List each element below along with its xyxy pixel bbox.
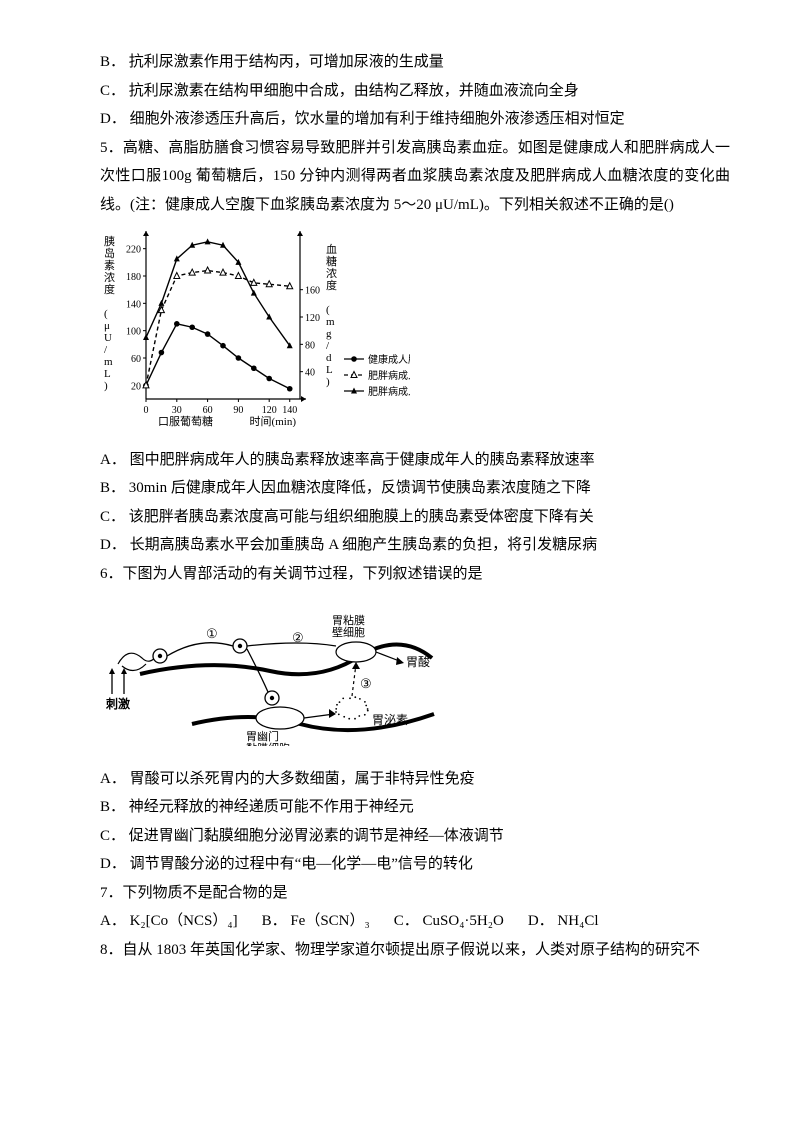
q5-opt-c: C． 该肥胖者胰岛素浓度高可能与组织细胞膜上的胰岛素受体密度下降有关 — [100, 503, 730, 532]
q7-choices: A． K₂[Co（NCS）₄] B． Fe（SCN）₃ C． CuSO₄·5H₂… — [100, 907, 730, 936]
svg-text:肥胖病成人血糖浓度: 肥胖病成人血糖浓度 — [368, 385, 410, 398]
q6-opt-d: D． 调节胃酸分泌的过程中有“电—化学—电”信号的转化 — [100, 850, 730, 879]
q6-opt-c: C． 促进胃幽门黏膜细胞分泌胃泌素的调节是神经—体液调节 — [100, 822, 730, 851]
svg-text:60: 60 — [131, 354, 141, 365]
svg-text:140: 140 — [126, 299, 141, 310]
svg-text:胃幽门: 胃幽门 — [246, 729, 279, 743]
q8-stem: 8．自从 1803 年英国化学家、物理学家道尔顿提出原子假说以来，人类对原子结构… — [100, 936, 730, 965]
svg-text:胃泌素: 胃泌素 — [372, 713, 408, 727]
q7-opt-b: B． Fe（SCN）₃ — [262, 907, 370, 936]
svg-text:刺激: 刺激 — [105, 696, 130, 711]
q5-chart: 20 60 100 140 180 220 40 80 120 160 0 30 60 90 120 140 胰… — [100, 227, 730, 438]
q5-opt-a: A． 图中肥胖病成年人的胰岛素释放速率高于健康成年人的胰岛素释放速率 — [100, 446, 730, 475]
svg-text:胃酸: 胃酸 — [406, 654, 430, 669]
svg-text:胰岛素浓度 (μU/mL): 胰岛素浓度 (μU/mL) — [104, 234, 115, 392]
svg-text:①: ① — [206, 626, 218, 641]
svg-text:血糖浓度 (mg/dL): 血糖浓度 (mg/dL) — [326, 242, 337, 388]
q6-opt-b: B． 神经元释放的神经递质可能不作用于神经元 — [100, 793, 730, 822]
svg-text:120: 120 — [262, 405, 277, 416]
svg-text:60: 60 — [203, 405, 213, 416]
svg-text:健康成人胰岛素浓度: 健康成人胰岛素浓度 — [368, 353, 410, 366]
svg-text:时间(min): 时间(min) — [250, 415, 297, 427]
svg-text:80: 80 — [305, 340, 315, 351]
svg-text:40: 40 — [305, 368, 315, 379]
svg-text:肥胖病成人胰岛素浓度: 肥胖病成人胰岛素浓度 — [368, 369, 410, 382]
q5-stem: 5．高糖、高脂肪膳食习惯容易导致肥胖并引发高胰岛素血症。如图是健康成人和肥胖病成… — [100, 134, 730, 220]
q7-stem: 7．下列物质不是配合物的是 — [100, 879, 730, 908]
svg-text:②: ② — [292, 630, 304, 645]
q5-opt-d: D． 长期高胰岛素水平会加重胰岛 A 细胞产生胰岛素的负担，将引发糖尿病 — [100, 531, 730, 560]
q7-opt-c: C． CuSO₄·5H₂O — [394, 907, 504, 936]
svg-text:180: 180 — [126, 272, 141, 283]
svg-text:0: 0 — [144, 405, 149, 416]
svg-text:120: 120 — [305, 313, 320, 324]
q4-opt-b: B． 抗利尿激素作用于结构丙，可增加尿液的生成量 — [100, 48, 730, 77]
svg-text:③: ③ — [360, 676, 372, 691]
q7-opt-d: D． NH₄Cl — [528, 907, 599, 936]
svg-text:口服葡萄糖: 口服葡萄糖 — [158, 414, 213, 427]
svg-text:90: 90 — [233, 405, 243, 416]
svg-text:160: 160 — [305, 286, 320, 297]
svg-text:100: 100 — [126, 327, 141, 338]
svg-text:20: 20 — [131, 381, 141, 392]
svg-text:壁细胞: 壁细胞 — [332, 625, 365, 639]
q6-diagram: 刺激①②胃粘膜壁细胞胃酸胃幽门黏膜细胞胃泌素③ — [100, 596, 730, 757]
svg-text:胃粘膜: 胃粘膜 — [332, 613, 365, 627]
q4-opt-d: D． 细胞外液渗透压升高后，饮水量的增加有利于维持细胞外液渗透压相对恒定 — [100, 105, 730, 134]
svg-text:30: 30 — [172, 405, 182, 416]
svg-text:140: 140 — [282, 405, 297, 416]
svg-text:220: 220 — [126, 245, 141, 256]
q7-opt-a: A． K₂[Co（NCS）₄] — [100, 907, 238, 936]
q5-opt-b: B． 30min 后健康成年人因血糖浓度降低，反馈调节使胰岛素浓度随之下降 — [100, 474, 730, 503]
q4-opt-c: C． 抗利尿激素在结构甲细胞中合成，由结构乙释放，并随血液流向全身 — [100, 77, 730, 106]
q6-stem: 6．下图为人胃部活动的有关调节过程，下列叙述错误的是 — [100, 560, 730, 589]
q6-opt-a: A． 胃酸可以杀死胃内的大多数细菌，属于非特异性免疫 — [100, 765, 730, 794]
